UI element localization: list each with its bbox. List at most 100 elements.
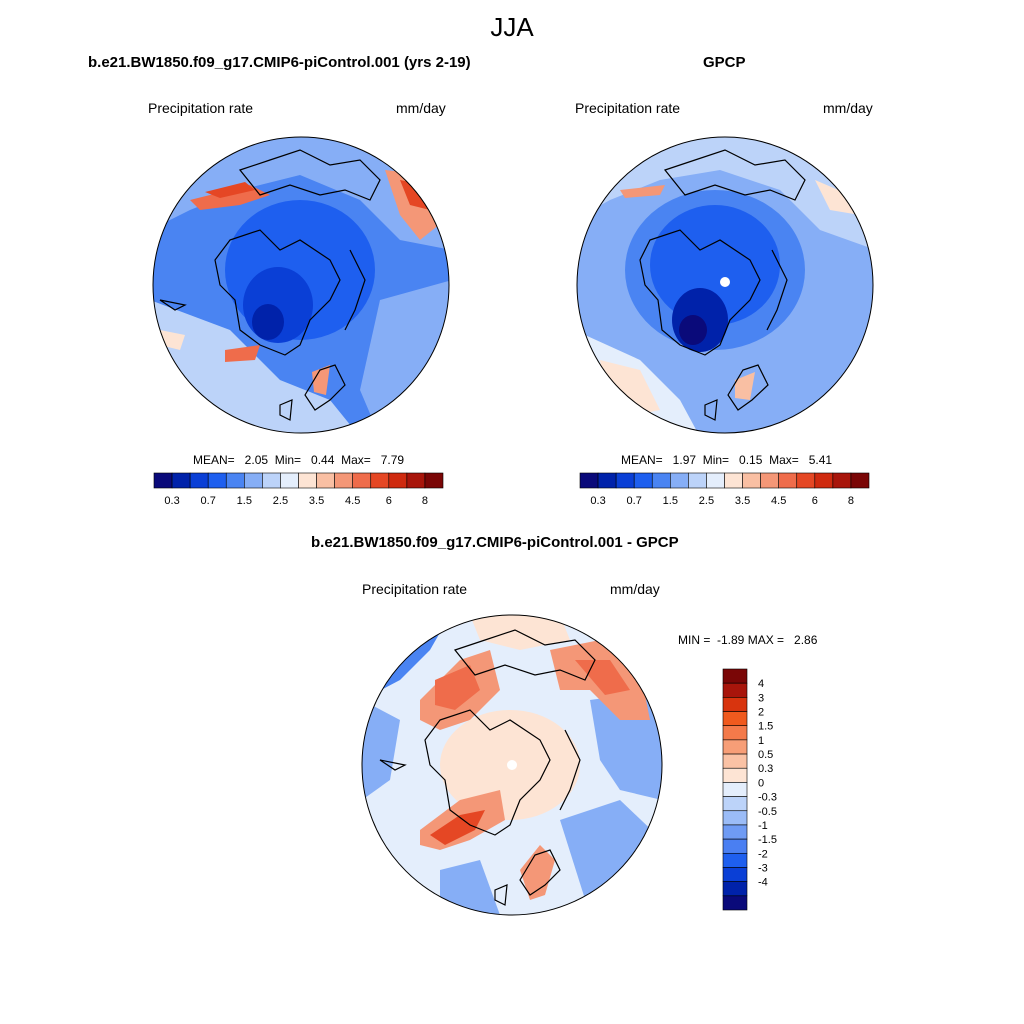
diff-variable-label: Precipitation rate [362,581,468,597]
diff-colorbar-tick-label: 2 [758,707,764,719]
diff-colorbar-tick-label: 0 [758,777,764,789]
model-units-label: mm/day [396,100,446,116]
model-panel-title: b.e21.BW1850.f09_g17.CMIP6-piControl.001… [88,54,471,71]
model-colorbar-swatch [334,472,353,489]
diff-polar-map [362,615,662,915]
diff-colorbar-swatch [722,838,748,854]
obs-panel-title: GPCP [703,54,746,71]
obs-colorbar-tick-label: 8 [848,495,854,507]
diff-stats: MIN = -1.89 MAX = 2.86 [678,633,818,647]
model-map-boundary [152,136,450,434]
diff-colorbar-swatch [722,796,748,812]
model-colorbar-swatch [225,472,245,489]
diff-colorbar-swatch [722,782,748,797]
model-colorbar-tick-label: 6 [386,495,392,507]
obs-colorbar-tick-label: 6 [812,495,818,507]
diff-colorbar-tick-label: 1 [758,735,764,747]
diff-colorbar-tick-label: -3 [758,862,768,874]
obs-colorbar-swatch [760,472,779,489]
diff-colorbar-tick-label: 4 [758,678,764,690]
obs-colorbar-swatch [688,472,707,489]
model-colorbar-tick-label: 4.5 [345,495,360,507]
diff-colorbar-tick-label: -4 [758,877,768,889]
obs-colorbar-tick-label: 1.5 [663,495,678,507]
model-colorbar-swatch [316,472,335,489]
model-colorbar-swatch [262,472,281,489]
obs-colorbar-swatch [778,472,798,489]
diff-colorbar-tick-label: 3 [758,692,764,704]
obs-stats: MEAN= 1.97 Min= 0.15 Max= 5.41 [621,453,833,467]
obs-colorbar-swatch [651,472,671,489]
model-colorbar-tick-label: 1.5 [237,495,252,507]
obs-colorbar-tick-label: 0.3 [590,495,605,507]
obs-polar-map [577,137,873,433]
model-colorbar-swatch [153,472,173,489]
model-colorbar-swatch [244,472,263,489]
model-colorbar-tick-label: 2.5 [273,495,288,507]
obs-colorbar-swatch [814,472,834,489]
model-colorbar-tick-label: 0.3 [164,495,179,507]
obs-variable-label: Precipitation rate [575,100,681,116]
obs-colorbar-swatch [832,472,852,489]
obs-colorbar-swatch [579,472,599,489]
diff-colorbar-swatch [722,697,748,712]
diff-colorbar-tick-label: -0.5 [758,806,777,818]
diff-colorbar-swatch [722,725,748,741]
obs-colorbar-swatch [850,472,870,489]
model-colorbar-swatch [424,472,444,489]
obs-colorbar-tick-label: 3.5 [735,495,750,507]
obs-colorbar-swatch [615,472,635,489]
model-colorbar: 0.3 0.7 1.5 2.5 3.5 4.5 6 8 [153,472,444,507]
model-colorbar-swatch [370,472,390,489]
obs-colorbar-swatch [724,472,743,489]
diff-colorbar-swatch [722,668,748,684]
model-colorbar-swatch [388,472,408,489]
model-colorbar-tick-label: 0.7 [201,495,216,507]
obs-colorbar-swatch [597,472,617,489]
obs-colorbar: 0.3 0.7 1.5 2.5 3.5 4.5 6 8 [579,472,870,507]
obs-colorbar-swatch [742,472,761,489]
diff-colorbar-swatch [722,711,748,727]
diff-colorbar-swatch [722,881,748,897]
obs-colorbar-swatch [633,472,653,489]
model-colorbar-swatch [406,472,426,489]
diff-colorbar-tick-label: -1.5 [758,834,777,846]
diff-colorbar-swatch [722,753,748,769]
model-colorbar-swatch [298,472,317,489]
obs-map-boundary [576,136,874,434]
diff-units-label: mm/day [610,581,660,597]
diff-colorbar-swatch [722,895,748,911]
diff-colorbar-swatch [722,739,748,755]
model-colorbar-swatch [352,472,372,489]
diff-colorbar-swatch [722,852,748,868]
diff-colorbar: 4 3 2 1.5 1 0.5 0.3 0 -0.3 -0.5 -1 -1.5 -2 -3 -4 [722,668,777,911]
diff-colorbar-tick-label: 0.5 [758,749,773,761]
model-stats: MEAN= 2.05 Min= 0.44 Max= 7.79 [193,453,405,467]
diff-colorbar-swatch [722,682,748,698]
model-colorbar-tick-label: 8 [422,495,428,507]
model-colorbar-tick-label: 3.5 [309,495,324,507]
diff-panel-title: b.e21.BW1850.f09_g17.CMIP6-piControl.001… [311,534,679,551]
obs-units-label: mm/day [823,100,873,116]
model-colorbar-swatch [171,472,191,489]
diff-map-boundary [361,614,663,916]
obs-colorbar-swatch [670,472,689,489]
diff-colorbar-tick-label: -0.3 [758,792,777,804]
diff-colorbar-swatch [722,810,748,826]
model-colorbar-swatch [207,472,227,489]
diff-colorbar-swatch [722,867,748,882]
diff-colorbar-swatch [722,767,748,783]
obs-colorbar-tick-label: 0.7 [627,495,642,507]
model-variable-label: Precipitation rate [148,100,254,116]
diff-colorbar-tick-label: -1 [758,820,768,832]
diff-colorbar-swatch [722,824,748,840]
obs-colorbar-tick-label: 2.5 [699,495,714,507]
figure-title: JJA [490,12,534,42]
diff-colorbar-tick-label: -2 [758,848,768,860]
diff-colorbar-tick-label: 1.5 [758,721,773,733]
diff-colorbar-tick-label: 0.3 [758,763,773,775]
model-polar-map [153,137,449,433]
obs-colorbar-swatch [796,472,816,489]
model-colorbar-swatch [189,472,209,489]
